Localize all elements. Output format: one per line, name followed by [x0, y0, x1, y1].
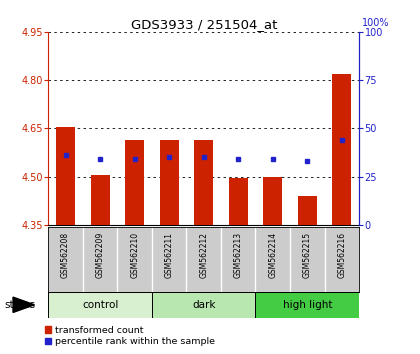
Text: dark: dark — [192, 300, 215, 310]
Bar — [332, 74, 351, 225]
Text: control: control — [82, 300, 118, 310]
Polygon shape — [13, 297, 34, 313]
Text: GSM562215: GSM562215 — [303, 232, 312, 278]
Bar — [125, 139, 144, 225]
Text: GSM562213: GSM562213 — [234, 232, 243, 278]
Legend: transformed count, percentile rank within the sample: transformed count, percentile rank withi… — [45, 326, 215, 346]
Text: stress: stress — [4, 300, 35, 310]
Bar — [48, 292, 152, 318]
Text: GSM562209: GSM562209 — [96, 232, 105, 278]
Bar — [160, 139, 178, 225]
Text: GSM562214: GSM562214 — [268, 232, 277, 278]
Text: high light: high light — [283, 300, 332, 310]
Bar — [229, 178, 248, 225]
Text: GSM562212: GSM562212 — [199, 232, 208, 278]
Bar — [56, 127, 75, 225]
Bar — [255, 292, 359, 318]
Text: GSM562208: GSM562208 — [61, 232, 70, 278]
Bar — [298, 196, 317, 225]
Text: 100%: 100% — [362, 18, 390, 28]
Title: GDS3933 / 251504_at: GDS3933 / 251504_at — [131, 18, 277, 31]
Text: GSM562216: GSM562216 — [337, 232, 346, 278]
Text: GSM562210: GSM562210 — [130, 232, 139, 278]
Bar — [263, 177, 282, 225]
Bar — [194, 139, 213, 225]
Bar — [91, 175, 110, 225]
Text: GSM562211: GSM562211 — [165, 232, 173, 278]
Bar — [152, 292, 255, 318]
